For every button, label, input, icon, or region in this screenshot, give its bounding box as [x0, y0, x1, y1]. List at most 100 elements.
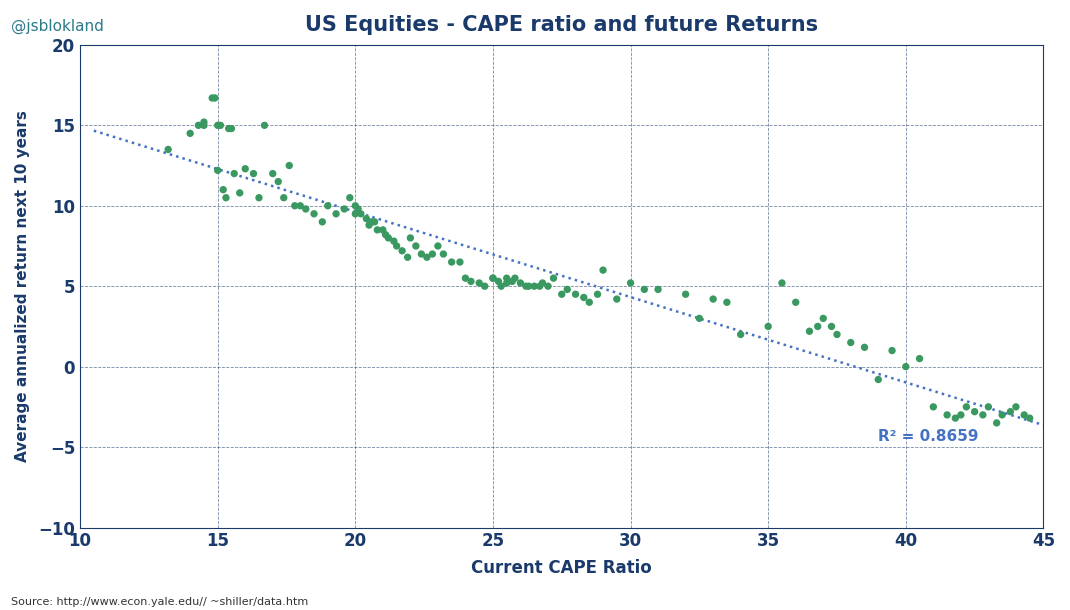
Point — [189, 120, 207, 130]
Point — [704, 294, 721, 304]
Point — [718, 298, 735, 307]
Point — [434, 249, 452, 259]
Point — [364, 217, 381, 227]
Point — [418, 253, 435, 262]
Point — [250, 193, 268, 203]
Point — [388, 241, 406, 251]
X-axis label: Current CAPE Ratio: Current CAPE Ratio — [472, 559, 652, 576]
Point — [828, 329, 845, 339]
Point — [511, 278, 529, 288]
Point — [336, 204, 353, 214]
Point — [245, 169, 262, 179]
Point — [231, 188, 248, 198]
Point — [212, 120, 229, 130]
Point — [385, 236, 402, 246]
Point — [649, 284, 667, 294]
Point — [319, 201, 336, 210]
Point — [636, 284, 653, 294]
Point — [275, 193, 292, 203]
Point — [938, 410, 956, 420]
Point — [452, 257, 469, 267]
Point — [924, 402, 942, 412]
Point — [223, 124, 240, 134]
Point — [424, 249, 441, 259]
Text: R² = 0.8659: R² = 0.8659 — [878, 429, 979, 443]
Point — [884, 346, 901, 356]
Point — [788, 298, 805, 307]
Point — [1007, 402, 1024, 412]
Point — [677, 289, 694, 299]
Point — [1002, 407, 1019, 417]
Point — [801, 326, 819, 336]
Point — [462, 276, 479, 286]
Point — [1015, 410, 1033, 420]
Point — [966, 407, 983, 417]
Point — [347, 209, 364, 218]
Point — [207, 93, 224, 103]
Point — [352, 209, 369, 218]
Point — [732, 329, 749, 339]
Point — [994, 410, 1011, 420]
Text: @jsblokland: @jsblokland — [11, 18, 104, 34]
Point — [159, 145, 177, 154]
Point — [236, 164, 254, 174]
Point — [399, 253, 416, 262]
Point — [553, 289, 570, 299]
Y-axis label: Average annualized return next 10 years: Average annualized return next 10 years — [15, 110, 30, 462]
Point — [823, 321, 840, 331]
Point — [518, 281, 535, 291]
Point — [691, 314, 708, 323]
Title: US Equities - CAPE ratio and future Returns: US Equities - CAPE ratio and future Retu… — [305, 15, 819, 35]
Point — [814, 314, 831, 323]
Point — [203, 93, 220, 103]
Point — [380, 233, 397, 243]
Point — [292, 201, 309, 210]
Point — [226, 169, 243, 179]
Point — [256, 120, 273, 130]
Point — [196, 120, 213, 130]
Point — [760, 321, 777, 331]
Point — [457, 273, 474, 283]
Point — [539, 281, 556, 291]
Point — [366, 217, 383, 227]
Point — [374, 225, 392, 235]
Point — [545, 273, 562, 283]
Point — [347, 201, 364, 210]
Point — [504, 276, 521, 286]
Point — [595, 265, 612, 275]
Point — [559, 284, 576, 294]
Point — [377, 230, 394, 240]
Point — [576, 293, 593, 303]
Point — [280, 160, 297, 170]
Point — [947, 413, 964, 423]
Point — [485, 273, 502, 283]
Point — [215, 185, 232, 195]
Point — [471, 278, 488, 288]
Point — [1021, 413, 1038, 423]
Point — [534, 278, 551, 288]
Point — [958, 402, 975, 412]
Point — [911, 354, 928, 364]
Point — [870, 375, 887, 384]
Point — [413, 249, 430, 259]
Point — [492, 281, 509, 291]
Point — [209, 165, 226, 175]
Point — [608, 294, 625, 304]
Point — [394, 246, 411, 256]
Point — [408, 241, 425, 251]
Point — [270, 177, 287, 187]
Point — [988, 418, 1005, 428]
Point — [350, 204, 367, 214]
Point — [622, 278, 639, 288]
Point — [182, 129, 199, 138]
Point — [842, 337, 859, 347]
Point — [980, 402, 997, 412]
Point — [341, 193, 358, 203]
Point — [856, 342, 873, 352]
Point — [361, 220, 378, 230]
Text: Source: http://www.econ.yale.edu// ~shiller/data.htm: Source: http://www.econ.yale.edu// ~shil… — [11, 597, 308, 607]
Point — [264, 169, 281, 179]
Point — [220, 124, 238, 134]
Point — [297, 204, 315, 214]
Point — [588, 289, 606, 299]
